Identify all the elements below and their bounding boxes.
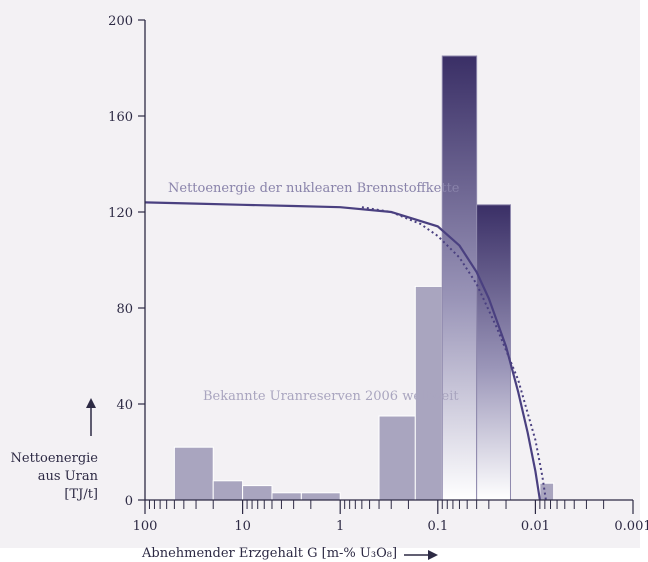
histogram-bar xyxy=(441,55,478,501)
histogram-bar xyxy=(476,204,511,501)
x-tick-label: 0.01 xyxy=(521,519,550,534)
x-axis-label: Abnehmender Erzgehalt G [m-% U₃O₈] xyxy=(142,546,398,561)
histogram-bar xyxy=(539,482,555,501)
x-tick-label: 0.1 xyxy=(427,519,448,534)
x-tick-label: 10 xyxy=(234,519,251,534)
y-tick-label: 40 xyxy=(116,398,133,413)
y-tick-label: 120 xyxy=(108,206,133,221)
histogram-bar xyxy=(300,492,341,501)
bars-layer xyxy=(173,55,555,501)
y-tick-label: 200 xyxy=(108,14,133,29)
histogram-bar xyxy=(378,415,416,501)
x-tick-label: 0.001 xyxy=(614,519,648,534)
y-tick-label: 160 xyxy=(108,110,133,125)
x-tick-label: 1 xyxy=(336,519,344,534)
net-energy-curve xyxy=(144,201,541,501)
bars-annotation: Bekannte Uranreserven 2006 weltweit xyxy=(203,389,459,404)
histogram-bar xyxy=(212,480,244,501)
histogram-bar xyxy=(242,485,273,501)
y-axis-label-line: [TJ/t] xyxy=(64,487,98,502)
histogram-bar xyxy=(173,446,214,501)
y-tick-label: 0 xyxy=(125,494,133,509)
dotted-curve xyxy=(361,206,547,501)
curves-layer xyxy=(144,201,547,501)
x-tick-label: 100 xyxy=(133,519,158,534)
y-axis-label-line: aus Uran xyxy=(37,469,98,484)
y-axis-label-line: Nettoenergie xyxy=(10,451,99,466)
histogram-bar xyxy=(271,492,302,501)
curve-annotation: Nettoenergie der nuklearen Brennstoffket… xyxy=(168,181,460,196)
y-axis-label: Nettoenergie aus Uran [TJ/t] xyxy=(0,450,99,504)
y-tick-label: 80 xyxy=(116,302,133,317)
axes-layer: 0 40 80 120 160 200 100 10 1 0.1 0.01 0.001 xyxy=(108,14,648,534)
y-arrow-head xyxy=(86,398,96,408)
x-arrow-head xyxy=(428,550,438,560)
